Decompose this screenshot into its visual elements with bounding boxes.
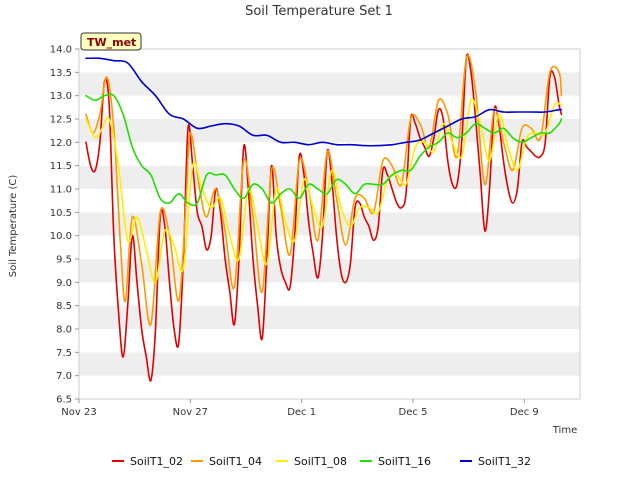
- y-tick-label: 10.5: [50, 208, 72, 219]
- x-tick-label: Nov 23: [61, 407, 96, 418]
- series-line-soilt1_32: [85, 57, 563, 147]
- grid-band: [79, 235, 580, 259]
- grid-band: [79, 259, 580, 283]
- station-tag-label: TW_met: [87, 36, 136, 49]
- y-tick-label: 12.0: [50, 138, 72, 149]
- x-tick-label: Dec 9: [510, 407, 539, 418]
- series-lines: [85, 53, 563, 382]
- station-tag: TW_met: [80, 32, 142, 51]
- y-tick-label: 9.5: [56, 255, 72, 266]
- legend-label: SoilT1_32: [478, 455, 531, 468]
- legend-label: SoilT1_08: [294, 455, 347, 468]
- series-line-soilt1_04: [85, 54, 563, 326]
- x-tick-label: Dec 1: [287, 407, 316, 418]
- y-tick-label: 7.0: [56, 371, 72, 382]
- x-axis-label: Time: [552, 425, 577, 436]
- y-tick-label: 8.5: [56, 301, 72, 312]
- y-tick-label: 10.0: [50, 231, 72, 242]
- grid-band: [79, 212, 580, 236]
- series-line-soilt1_02: [85, 53, 563, 382]
- grid-band: [79, 49, 580, 73]
- grid-band: [79, 375, 580, 399]
- grid-band: [79, 305, 580, 329]
- legend: SoilT1_02 SoilT1_04 SoilT1_08 SoilT1_16 Soil…: [112, 455, 531, 468]
- grid-band: [79, 329, 580, 353]
- y-tick-label: 12.5: [50, 115, 72, 126]
- grid-band: [79, 95, 580, 119]
- y-tick-label: 9.0: [56, 278, 72, 289]
- y-tick-label: 8.0: [56, 325, 72, 336]
- y-axis-ticks: 6.5 7.0 7.5 8.0 8.5 9.0 9.5 10.0 10.5 11.0 11.5 12.…: [50, 45, 79, 406]
- y-tick-label: 13.5: [50, 68, 72, 79]
- y-tick-label: 13.0: [50, 91, 72, 102]
- x-tick-label: Dec 5: [399, 407, 428, 418]
- series-line-soilt1_08: [85, 98, 563, 284]
- x-tick-label: Nov 27: [173, 407, 208, 418]
- plot-frame: [78, 48, 581, 400]
- grid-band: [79, 72, 580, 96]
- grid-band: [79, 189, 580, 213]
- y-axis-label: Soil Temperature (C): [8, 175, 19, 278]
- grid-band: [79, 282, 580, 306]
- y-tick-label: 14.0: [50, 45, 72, 56]
- legend-label: SoilT1_16: [378, 455, 431, 468]
- chart-title: Soil Temperature Set 1: [245, 4, 393, 19]
- grid-band: [79, 352, 580, 376]
- station-tag-box: [80, 32, 142, 51]
- x-axis-ticks: Nov 23 Nov 27 Dec 1 Dec 5 Dec 9: [61, 399, 539, 418]
- y-tick-label: 7.5: [56, 348, 72, 359]
- y-tick-label: 6.5: [56, 395, 72, 406]
- y-tick-label: 11.0: [50, 185, 72, 196]
- legend-label: SoilT1_04: [209, 455, 262, 468]
- series-line-soilt1_16: [85, 93, 563, 207]
- legend-label: SoilT1_02: [130, 455, 183, 468]
- y-tick-label: 11.5: [50, 161, 72, 172]
